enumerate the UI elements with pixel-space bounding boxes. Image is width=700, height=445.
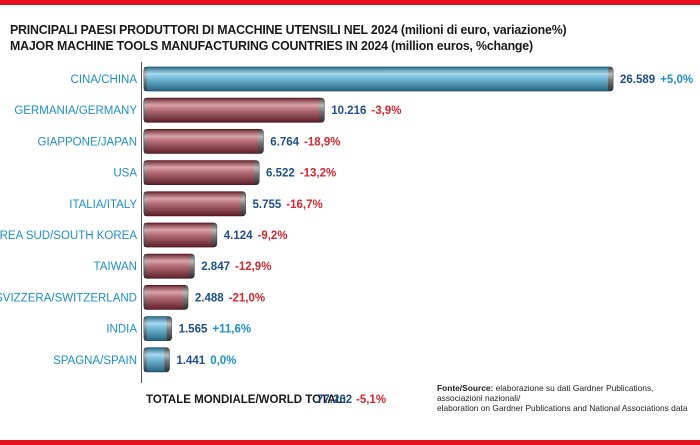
change-label: -13,2% — [300, 168, 336, 180]
value-label: 4.124 — [224, 230, 253, 242]
bar — [143, 160, 260, 186]
category-label: INDIA — [106, 324, 137, 336]
bar-end-cap — [164, 347, 170, 372]
change-label: 0,0% — [210, 355, 236, 367]
change-label: -12,9% — [235, 261, 271, 273]
bar-end-cap — [166, 316, 172, 341]
value-label: 5.755 — [253, 199, 282, 211]
bottom-red-band — [0, 440, 700, 445]
value-label: 6.764 — [270, 136, 299, 148]
source-note: Fonte/Source: elaborazione su dati Gardn… — [437, 383, 697, 413]
bar — [143, 222, 218, 248]
category-label: COREA SUD/SOUTH KOREA — [0, 230, 137, 242]
value-label: 6.522 — [266, 168, 295, 180]
change-label: -16,7% — [286, 199, 322, 211]
bar-end-cap — [182, 285, 188, 310]
change-label: -3,9% — [371, 105, 401, 117]
category-label: GERMANIA/GERMANY — [14, 105, 137, 117]
change-label: -9,2% — [258, 230, 288, 242]
bar-end-cap — [240, 191, 246, 216]
change-label: -18,9% — [304, 136, 340, 148]
total-value: 77.262 — [317, 394, 352, 406]
bar-end-cap — [254, 160, 260, 185]
value-label: 10.216 — [331, 105, 366, 117]
bar — [143, 191, 246, 217]
bar — [143, 253, 195, 279]
bar — [143, 97, 325, 123]
category-label: ITALIA/ITALY — [69, 199, 137, 211]
bar-start-cap — [144, 316, 147, 341]
bar-start-cap — [144, 98, 147, 123]
bar-start-cap — [144, 223, 147, 247]
category-label: GIAPPONE/JAPAN — [38, 136, 137, 148]
bar-end-cap — [608, 67, 613, 91]
bar — [143, 284, 189, 310]
source-line1: elaborazione su dati Gardner Publication… — [437, 383, 654, 403]
change-label: -21,0% — [229, 292, 265, 304]
bar — [143, 66, 614, 92]
total-label: TOTALE MONDIALE/WORLD TOTAL: — [146, 394, 346, 406]
bar — [143, 128, 264, 154]
category-label: USA — [113, 168, 137, 180]
bar-start-cap — [144, 67, 147, 91]
category-label: CINA/CHINA — [71, 74, 138, 86]
chart-title-english: MAJOR MACHINE TOOLS MANUFACTURING COUNTR… — [10, 38, 533, 53]
bar-start-cap — [144, 191, 147, 216]
category-label: SVIZZERA/SWITZERLAND — [0, 292, 137, 304]
bar-start-cap — [144, 254, 147, 279]
value-label: 1.441 — [176, 355, 205, 367]
chart-title-italian: PRINCIPALI PAESI PRODUTTORI DI MACCHINE … — [10, 22, 567, 37]
change-label: +11,6% — [212, 324, 251, 336]
source-line2: elaboration on Gardner Publications and … — [437, 403, 688, 413]
bars-group: CINA/CHINA 26.589 +5,0% GERMANIA/GERMANY 10.… — [0, 66, 693, 373]
change-label: +5,0% — [660, 74, 693, 86]
bar-end-cap — [189, 254, 195, 279]
bar-start-cap — [144, 347, 147, 372]
bar-end-cap — [319, 98, 325, 123]
value-label: 2.847 — [201, 261, 230, 273]
bar-start-cap — [144, 285, 147, 310]
value-label: 26.589 — [620, 74, 655, 86]
category-label: SPAGNA/SPAIN — [53, 355, 137, 367]
bar-start-cap — [144, 129, 147, 154]
category-label: TAIWAN — [94, 261, 137, 273]
value-label: 1.565 — [179, 324, 208, 336]
bar-end-cap — [211, 223, 217, 247]
bar-start-cap — [144, 160, 147, 185]
top-red-band — [0, 0, 700, 5]
source-label: Fonte/Source: — [437, 383, 494, 393]
total-change: -5,1% — [356, 394, 386, 406]
value-label: 2.488 — [195, 292, 224, 304]
bar-end-cap — [258, 129, 264, 154]
